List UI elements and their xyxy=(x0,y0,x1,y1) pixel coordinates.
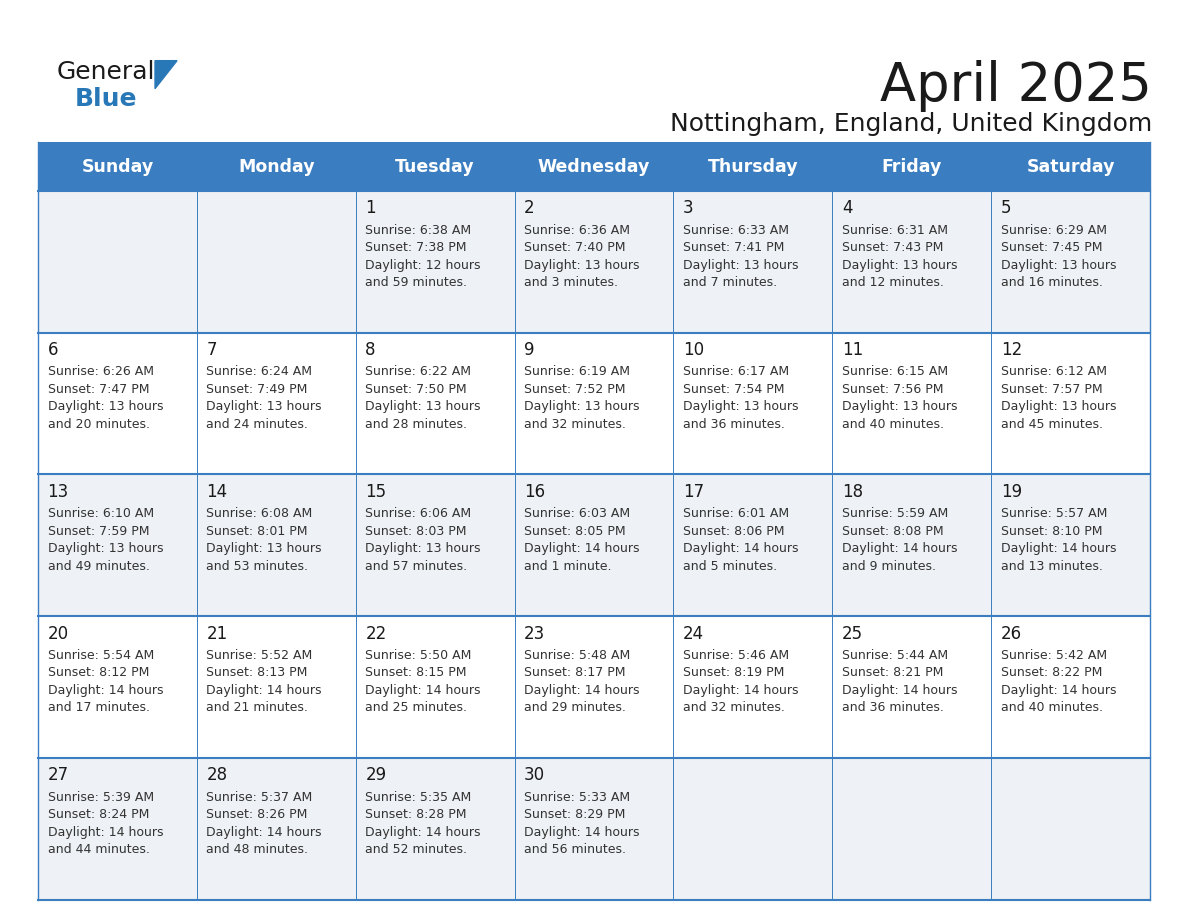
Text: 15: 15 xyxy=(365,483,386,501)
Text: Sunrise: 6:10 AM
Sunset: 7:59 PM
Daylight: 13 hours
and 49 minutes.: Sunrise: 6:10 AM Sunset: 7:59 PM Dayligh… xyxy=(48,507,163,573)
Bar xyxy=(38,616,1150,758)
Text: 3: 3 xyxy=(683,199,694,218)
Text: Nottingham, England, United Kingdom: Nottingham, England, United Kingdom xyxy=(670,112,1152,136)
Text: 13: 13 xyxy=(48,483,69,501)
Text: 6: 6 xyxy=(48,341,58,359)
Text: 26: 26 xyxy=(1000,624,1022,643)
Text: 11: 11 xyxy=(842,341,862,359)
Text: 7: 7 xyxy=(207,341,217,359)
Text: Sunrise: 6:12 AM
Sunset: 7:57 PM
Daylight: 13 hours
and 45 minutes.: Sunrise: 6:12 AM Sunset: 7:57 PM Dayligh… xyxy=(1000,365,1117,431)
Text: Sunrise: 6:31 AM
Sunset: 7:43 PM
Daylight: 13 hours
and 12 minutes.: Sunrise: 6:31 AM Sunset: 7:43 PM Dayligh… xyxy=(842,224,958,289)
Text: Sunrise: 5:33 AM
Sunset: 8:29 PM
Daylight: 14 hours
and 56 minutes.: Sunrise: 5:33 AM Sunset: 8:29 PM Dayligh… xyxy=(524,790,639,856)
Text: Sunrise: 5:44 AM
Sunset: 8:21 PM
Daylight: 14 hours
and 36 minutes.: Sunrise: 5:44 AM Sunset: 8:21 PM Dayligh… xyxy=(842,649,958,714)
Text: 30: 30 xyxy=(524,767,545,784)
Text: 12: 12 xyxy=(1000,341,1022,359)
Text: Sunrise: 5:35 AM
Sunset: 8:28 PM
Daylight: 14 hours
and 52 minutes.: Sunrise: 5:35 AM Sunset: 8:28 PM Dayligh… xyxy=(365,790,481,856)
Text: 16: 16 xyxy=(524,483,545,501)
Bar xyxy=(38,332,1150,475)
Text: 27: 27 xyxy=(48,767,69,784)
Text: Sunrise: 5:52 AM
Sunset: 8:13 PM
Daylight: 14 hours
and 21 minutes.: Sunrise: 5:52 AM Sunset: 8:13 PM Dayligh… xyxy=(207,649,322,714)
Text: Sunrise: 5:57 AM
Sunset: 8:10 PM
Daylight: 14 hours
and 13 minutes.: Sunrise: 5:57 AM Sunset: 8:10 PM Dayligh… xyxy=(1000,507,1117,573)
Text: 22: 22 xyxy=(365,624,386,643)
Text: Sunrise: 6:06 AM
Sunset: 8:03 PM
Daylight: 13 hours
and 57 minutes.: Sunrise: 6:06 AM Sunset: 8:03 PM Dayligh… xyxy=(365,507,481,573)
Text: Sunrise: 6:08 AM
Sunset: 8:01 PM
Daylight: 13 hours
and 53 minutes.: Sunrise: 6:08 AM Sunset: 8:01 PM Dayligh… xyxy=(207,507,322,573)
Bar xyxy=(38,142,1150,191)
Text: Sunrise: 6:26 AM
Sunset: 7:47 PM
Daylight: 13 hours
and 20 minutes.: Sunrise: 6:26 AM Sunset: 7:47 PM Dayligh… xyxy=(48,365,163,431)
Text: Sunrise: 6:22 AM
Sunset: 7:50 PM
Daylight: 13 hours
and 28 minutes.: Sunrise: 6:22 AM Sunset: 7:50 PM Dayligh… xyxy=(365,365,481,431)
Text: April 2025: April 2025 xyxy=(880,60,1152,112)
Text: 1: 1 xyxy=(365,199,375,218)
Text: Monday: Monday xyxy=(238,158,315,175)
Text: 25: 25 xyxy=(842,624,862,643)
Bar xyxy=(38,191,1150,332)
Text: 8: 8 xyxy=(365,341,375,359)
Text: Sunrise: 5:42 AM
Sunset: 8:22 PM
Daylight: 14 hours
and 40 minutes.: Sunrise: 5:42 AM Sunset: 8:22 PM Dayligh… xyxy=(1000,649,1117,714)
Polygon shape xyxy=(154,61,177,89)
Text: Sunrise: 5:48 AM
Sunset: 8:17 PM
Daylight: 14 hours
and 29 minutes.: Sunrise: 5:48 AM Sunset: 8:17 PM Dayligh… xyxy=(524,649,639,714)
Text: Sunrise: 6:29 AM
Sunset: 7:45 PM
Daylight: 13 hours
and 16 minutes.: Sunrise: 6:29 AM Sunset: 7:45 PM Dayligh… xyxy=(1000,224,1117,289)
Text: Wednesday: Wednesday xyxy=(538,158,650,175)
Text: 19: 19 xyxy=(1000,483,1022,501)
Text: Saturday: Saturday xyxy=(1026,158,1114,175)
Text: Tuesday: Tuesday xyxy=(396,158,475,175)
Text: Sunrise: 5:54 AM
Sunset: 8:12 PM
Daylight: 14 hours
and 17 minutes.: Sunrise: 5:54 AM Sunset: 8:12 PM Dayligh… xyxy=(48,649,163,714)
Text: 4: 4 xyxy=(842,199,852,218)
Text: Sunrise: 6:24 AM
Sunset: 7:49 PM
Daylight: 13 hours
and 24 minutes.: Sunrise: 6:24 AM Sunset: 7:49 PM Dayligh… xyxy=(207,365,322,431)
Text: 18: 18 xyxy=(842,483,862,501)
Bar xyxy=(38,475,1150,616)
Text: Sunrise: 5:46 AM
Sunset: 8:19 PM
Daylight: 14 hours
and 32 minutes.: Sunrise: 5:46 AM Sunset: 8:19 PM Dayligh… xyxy=(683,649,798,714)
Text: Sunrise: 6:01 AM
Sunset: 8:06 PM
Daylight: 14 hours
and 5 minutes.: Sunrise: 6:01 AM Sunset: 8:06 PM Dayligh… xyxy=(683,507,798,573)
Text: Sunrise: 6:19 AM
Sunset: 7:52 PM
Daylight: 13 hours
and 32 minutes.: Sunrise: 6:19 AM Sunset: 7:52 PM Dayligh… xyxy=(524,365,639,431)
Text: Blue: Blue xyxy=(75,87,138,111)
Text: Sunrise: 5:39 AM
Sunset: 8:24 PM
Daylight: 14 hours
and 44 minutes.: Sunrise: 5:39 AM Sunset: 8:24 PM Dayligh… xyxy=(48,790,163,856)
Text: Sunrise: 5:37 AM
Sunset: 8:26 PM
Daylight: 14 hours
and 48 minutes.: Sunrise: 5:37 AM Sunset: 8:26 PM Dayligh… xyxy=(207,790,322,856)
Text: 5: 5 xyxy=(1000,199,1011,218)
Text: Sunrise: 6:15 AM
Sunset: 7:56 PM
Daylight: 13 hours
and 40 minutes.: Sunrise: 6:15 AM Sunset: 7:56 PM Dayligh… xyxy=(842,365,958,431)
Text: 28: 28 xyxy=(207,767,228,784)
Text: Sunrise: 6:03 AM
Sunset: 8:05 PM
Daylight: 14 hours
and 1 minute.: Sunrise: 6:03 AM Sunset: 8:05 PM Dayligh… xyxy=(524,507,639,573)
Text: 17: 17 xyxy=(683,483,704,501)
Text: 20: 20 xyxy=(48,624,69,643)
Text: 9: 9 xyxy=(524,341,535,359)
Text: 23: 23 xyxy=(524,624,545,643)
Text: Sunday: Sunday xyxy=(81,158,153,175)
Text: Sunrise: 6:38 AM
Sunset: 7:38 PM
Daylight: 12 hours
and 59 minutes.: Sunrise: 6:38 AM Sunset: 7:38 PM Dayligh… xyxy=(365,224,481,289)
Text: 2: 2 xyxy=(524,199,535,218)
Text: Sunrise: 6:33 AM
Sunset: 7:41 PM
Daylight: 13 hours
and 7 minutes.: Sunrise: 6:33 AM Sunset: 7:41 PM Dayligh… xyxy=(683,224,798,289)
Text: Sunrise: 5:59 AM
Sunset: 8:08 PM
Daylight: 14 hours
and 9 minutes.: Sunrise: 5:59 AM Sunset: 8:08 PM Dayligh… xyxy=(842,507,958,573)
Bar xyxy=(38,758,1150,900)
Text: 21: 21 xyxy=(207,624,228,643)
Text: Sunrise: 6:17 AM
Sunset: 7:54 PM
Daylight: 13 hours
and 36 minutes.: Sunrise: 6:17 AM Sunset: 7:54 PM Dayligh… xyxy=(683,365,798,431)
Text: Sunrise: 5:50 AM
Sunset: 8:15 PM
Daylight: 14 hours
and 25 minutes.: Sunrise: 5:50 AM Sunset: 8:15 PM Dayligh… xyxy=(365,649,481,714)
Text: 10: 10 xyxy=(683,341,704,359)
Text: 14: 14 xyxy=(207,483,228,501)
Text: 24: 24 xyxy=(683,624,704,643)
Text: Thursday: Thursday xyxy=(708,158,798,175)
Text: Friday: Friday xyxy=(881,158,942,175)
Text: Sunrise: 6:36 AM
Sunset: 7:40 PM
Daylight: 13 hours
and 3 minutes.: Sunrise: 6:36 AM Sunset: 7:40 PM Dayligh… xyxy=(524,224,639,289)
Text: 29: 29 xyxy=(365,767,386,784)
Text: General: General xyxy=(57,60,156,84)
